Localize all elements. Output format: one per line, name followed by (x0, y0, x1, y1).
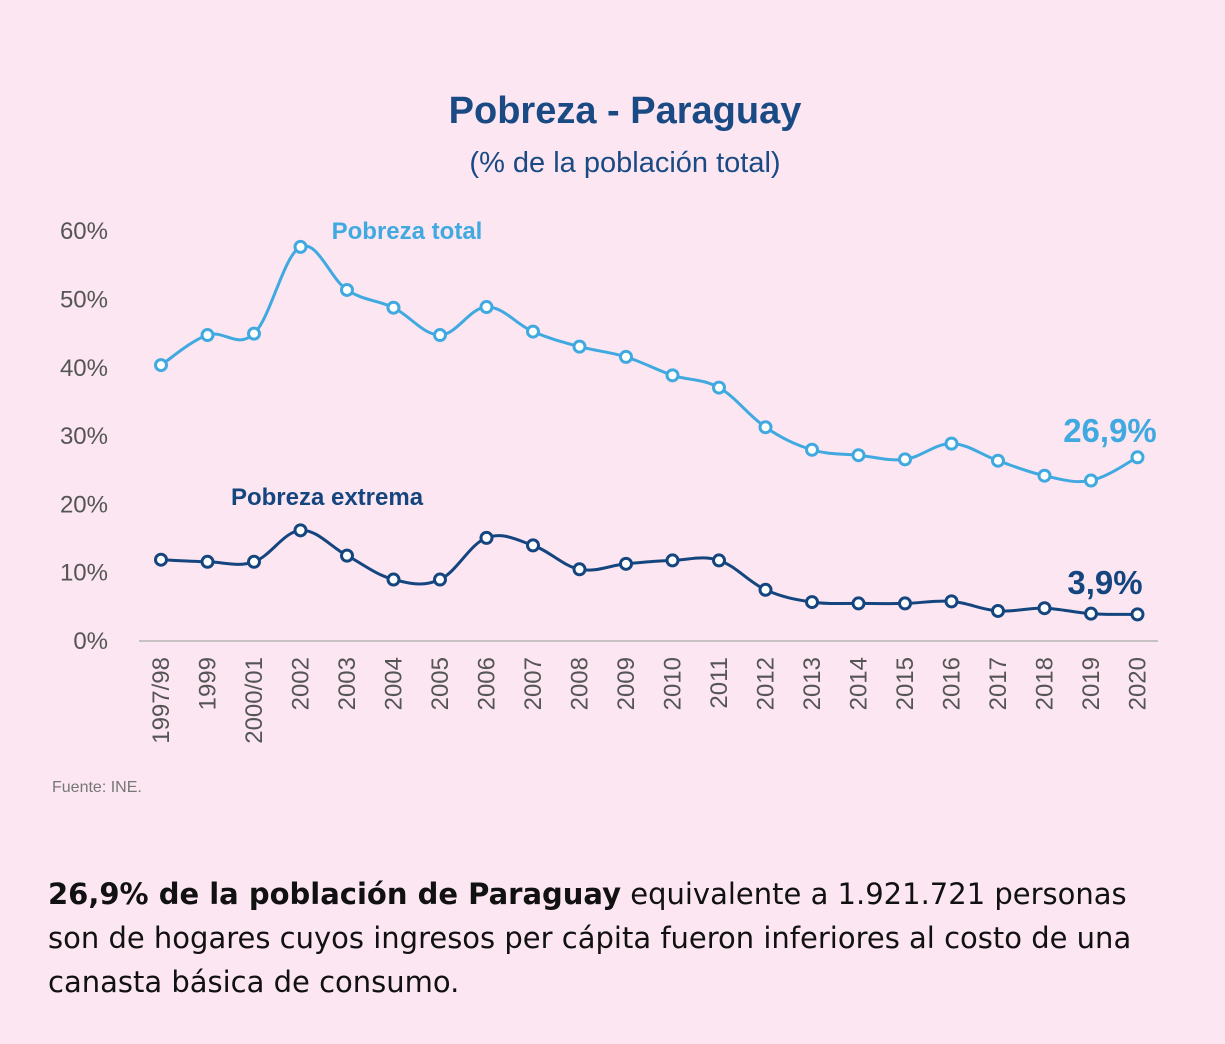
footnote-highlight: 26,9% de la población de Paraguay (48, 877, 622, 911)
data-point-pobreza-extrema (619, 556, 633, 571)
x-tick-label: 2012 (753, 657, 780, 710)
x-tick-label: 2013 (799, 657, 826, 710)
source-note: Fuente: INE. (52, 779, 142, 796)
data-point-pobreza-extrema (991, 603, 1005, 618)
data-point-pobreza-extrema (944, 594, 959, 609)
series-label-pobreza-total: Pobreza total (332, 218, 483, 245)
data-point-pobreza-total (805, 442, 819, 457)
series-layer (154, 239, 1145, 622)
data-point-pobreza-extrema (712, 553, 726, 568)
x-tick-label: 2011 (706, 657, 733, 709)
data-point-pobreza-total (572, 339, 587, 354)
data-point-pobreza-total (386, 300, 401, 315)
x-tick-label: 2004 (381, 657, 408, 710)
y-tick-label: 10% (60, 560, 108, 587)
x-tick-label: 1997/98 (148, 657, 175, 744)
x-tick-label: 2015 (892, 657, 919, 710)
data-point-pobreza-total (200, 328, 215, 343)
data-point-pobreza-extrema (386, 572, 401, 587)
end-label-pobreza-total: 26,9% (1063, 412, 1157, 449)
data-point-pobreza-extrema (479, 530, 494, 545)
data-point-pobreza-total (340, 282, 354, 297)
x-tick-label: 2005 (427, 657, 454, 710)
data-point-pobreza-total (1130, 450, 1145, 465)
series-label-pobreza-extrema: Pobreza extrema (231, 484, 424, 511)
y-tick-label: 30% (60, 423, 108, 450)
data-point-pobreza-total (991, 453, 1005, 468)
data-point-pobreza-total (293, 239, 308, 254)
x-tick-label: 2014 (846, 657, 873, 710)
data-point-pobreza-total (479, 300, 494, 315)
x-tick-label: 2010 (660, 657, 687, 710)
x-tick-label: 2016 (939, 657, 966, 710)
end-label-pobreza-extrema: 3,9% (1067, 564, 1142, 601)
data-point-pobreza-extrema (433, 572, 447, 587)
data-point-pobreza-extrema (154, 552, 168, 567)
data-point-pobreza-extrema (851, 596, 866, 611)
x-axis: 1997/98 1999 2000/01 2002 2003 2004 2005 2006 20… (148, 657, 1152, 744)
data-point-pobreza-total (526, 324, 540, 339)
data-point-pobreza-total (665, 368, 680, 383)
x-tick-label: 2006 (474, 657, 501, 710)
x-tick-label: 2000/01 (241, 657, 268, 744)
data-point-pobreza-extrema (1084, 606, 1098, 621)
x-tick-label: 2003 (334, 657, 361, 710)
data-point-pobreza-extrema (805, 595, 819, 610)
series-line-pobreza-total (159, 244, 1139, 484)
y-tick-label: 0% (73, 628, 108, 655)
x-tick-label: 2018 (1032, 657, 1059, 710)
x-tick-label: 2009 (613, 657, 640, 710)
x-tick-label: 2007 (520, 657, 547, 710)
data-point-pobreza-total (1037, 468, 1052, 483)
x-tick-label: 2017 (985, 657, 1012, 710)
data-point-pobreza-total (154, 358, 168, 373)
data-point-pobreza-extrema (572, 562, 587, 577)
y-tick-label: 50% (60, 287, 108, 314)
x-tick-label: 2019 (1078, 657, 1105, 710)
footnote: 26,9% de la población de Paraguay equiva… (48, 872, 1168, 1004)
data-point-pobreza-extrema (1037, 601, 1052, 616)
data-point-pobreza-total (758, 420, 773, 435)
data-point-pobreza-extrema (293, 523, 308, 538)
x-tick-label: 1999 (195, 657, 222, 710)
data-point-pobreza-extrema (898, 596, 912, 611)
y-axis: 0% 10% 20% 30% 40% 50% 60% (60, 218, 108, 655)
footnote-text: equivalente a 1.921.721 personas son de … (48, 877, 1132, 999)
chart-subtitle: (% de la población total) (469, 147, 780, 179)
data-point-pobreza-total (898, 452, 912, 467)
x-tick-label: 2020 (1125, 657, 1152, 710)
y-tick-label: 40% (60, 355, 108, 382)
data-point-pobreza-extrema (526, 538, 540, 553)
data-point-pobreza-total (619, 349, 633, 364)
data-point-pobreza-total (247, 326, 261, 341)
data-point-pobreza-total (712, 380, 726, 395)
y-tick-label: 20% (60, 491, 108, 518)
y-tick-label: 60% (60, 218, 108, 245)
chart-title: Pobreza - Paraguay (449, 90, 802, 132)
data-point-pobreza-total (1084, 473, 1098, 488)
x-tick-label: 2002 (288, 657, 315, 710)
data-point-pobreza-extrema (1130, 607, 1145, 622)
x-tick-label: 2008 (567, 657, 594, 710)
data-point-pobreza-extrema (247, 554, 261, 569)
data-point-pobreza-extrema (665, 553, 680, 568)
data-point-pobreza-total (433, 328, 447, 343)
data-point-pobreza-total (944, 436, 959, 451)
data-point-pobreza-extrema (340, 548, 354, 563)
series-line-pobreza-extrema (159, 528, 1139, 616)
poverty-line-chart: Pobreza - Paraguay (% de la población to… (52, 90, 1158, 796)
data-point-pobreza-total (851, 448, 866, 463)
data-point-pobreza-extrema (200, 554, 215, 569)
data-point-pobreza-extrema (758, 582, 773, 597)
